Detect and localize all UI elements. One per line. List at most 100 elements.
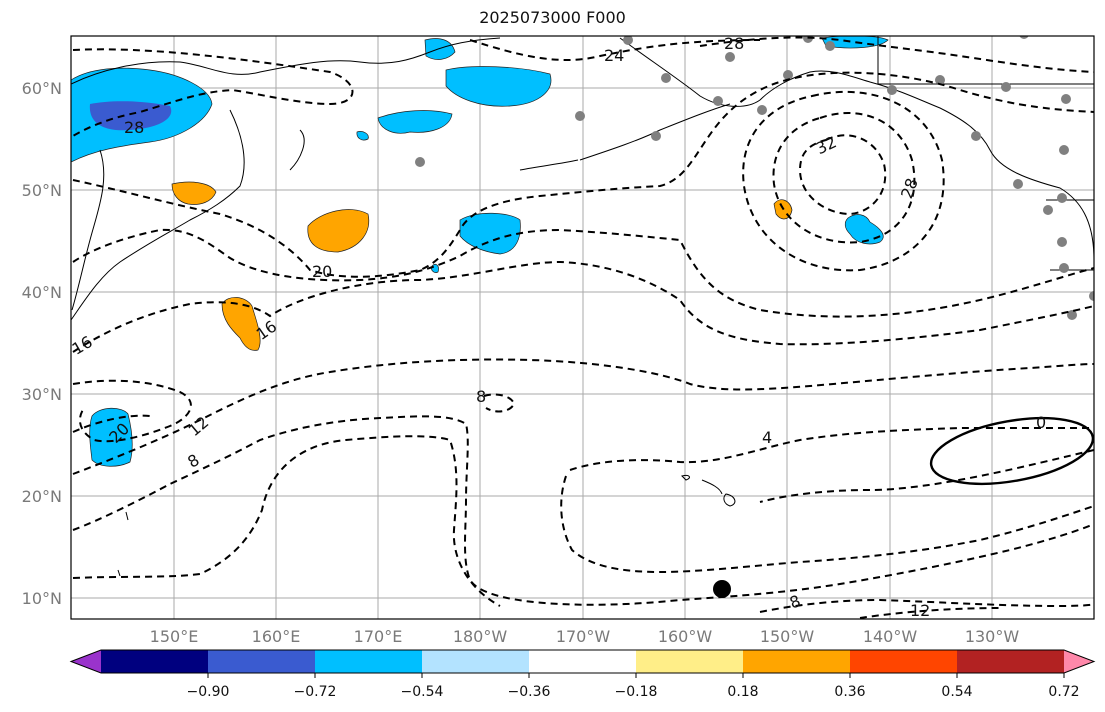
- lat-label: 40°N: [22, 283, 62, 302]
- colorbar-segment: [101, 650, 209, 673]
- station-dot: [757, 105, 767, 115]
- map-title: 2025073000 F000: [479, 8, 626, 27]
- station-dot: [825, 41, 835, 51]
- station-dot: [1043, 205, 1053, 215]
- station-dot: [1089, 291, 1094, 301]
- station-dot: [1001, 82, 1011, 92]
- colorbar-segment: [957, 650, 1065, 673]
- station-dot: [1013, 179, 1023, 189]
- station-dot: [661, 73, 671, 83]
- colorbar-outline: [69, 649, 1096, 674]
- lat-label: 20°N: [22, 487, 62, 506]
- station-markers: [415, 36, 1094, 320]
- contour-line: [72, 435, 501, 607]
- colorbar-tick-label: −0.36: [508, 684, 551, 700]
- station-dot: [1059, 263, 1069, 273]
- contour-line: [72, 414, 151, 433]
- anomaly-patch: [307, 209, 370, 253]
- colorbar-segment: [850, 650, 958, 673]
- colorbar-segment: [208, 650, 316, 673]
- zero-contour: [929, 417, 1094, 485]
- contour-label: 28: [724, 34, 744, 53]
- station-dot: [1019, 36, 1029, 39]
- anomaly-patch: [431, 264, 439, 273]
- lon-label: 170°W: [556, 627, 611, 646]
- station-dot: [935, 75, 945, 85]
- colorbar-segment: [422, 650, 530, 673]
- lon-label: 140°W: [863, 627, 918, 646]
- contour-line: [72, 260, 1094, 353]
- contour-line: [742, 90, 945, 272]
- contour-label: 12: [910, 601, 930, 620]
- lat-label: 50°N: [22, 181, 62, 200]
- lon-label: 150°W: [760, 627, 815, 646]
- contour-line: [759, 598, 1094, 613]
- contour-line: [859, 607, 1001, 619]
- gridlines: [71, 36, 1094, 619]
- contour-label: 20: [312, 262, 332, 281]
- contour-line: [72, 379, 192, 443]
- lon-label: 150°E: [150, 627, 199, 646]
- station-dot: [1059, 145, 1069, 155]
- lon-label: 160°W: [658, 627, 713, 646]
- anomaly-patch: [424, 38, 456, 60]
- coastlines: [71, 36, 1094, 577]
- station-dot: [651, 131, 661, 141]
- colorbar-tick-label: 0.36: [834, 684, 865, 700]
- map-frame: [70, 35, 1095, 620]
- contour-label: 24: [604, 46, 624, 65]
- anomaly-patch: [356, 131, 369, 141]
- colorbar-tick-label: −0.72: [294, 684, 337, 700]
- lat-labels: 60°N 50°N 40°N 30°N 20°N 10°N: [22, 79, 62, 608]
- colorbar-segment: [636, 650, 744, 673]
- lon-labels: 150°E 160°E 170°E 180°W 170°W 160°W 150°…: [150, 627, 1020, 646]
- lat-label: 30°N: [22, 385, 62, 404]
- station-dot: [725, 52, 735, 62]
- station-dot: [575, 111, 585, 121]
- contour-label: 0: [1036, 413, 1046, 432]
- colorbar: −0.90 −0.72 −0.54 −0.36 −0.18 0.18 0.36 0.54 0.7…: [69, 649, 1096, 700]
- contour-line: [72, 48, 354, 137]
- anomaly-patch: [844, 214, 884, 245]
- contour-label: 28: [124, 118, 144, 137]
- colorbar-tick-label: 0.54: [941, 684, 972, 700]
- colorbar-tick-label: −0.54: [401, 684, 444, 700]
- colorbar-tick-label: 0.18: [727, 684, 758, 700]
- contour-line: [560, 475, 1094, 574]
- contours: [72, 36, 1094, 619]
- anomaly-patch: [445, 66, 552, 107]
- anomaly-patch: [171, 181, 217, 205]
- station-dot: [1057, 237, 1067, 247]
- colorbar-extend-min: [71, 650, 101, 673]
- colorbar-tick-label: 0.72: [1048, 684, 1079, 700]
- colorbar-tick-label: −0.18: [615, 684, 658, 700]
- anomaly-patch: [221, 297, 261, 351]
- colorbar-segment: [315, 650, 423, 673]
- station-dot: [887, 85, 897, 95]
- lon-label: 130°W: [965, 627, 1020, 646]
- station-dot: [1057, 193, 1067, 203]
- contour-line: [798, 134, 887, 216]
- colorbar-extend-max: [1064, 650, 1094, 673]
- station-dot: [1067, 310, 1077, 320]
- anomaly-patch: [377, 110, 453, 134]
- colorbar-tick-label: −0.90: [187, 684, 230, 700]
- contour-label: 8: [476, 387, 486, 406]
- contour-line: [72, 358, 1094, 475]
- location-marker: [713, 580, 731, 598]
- colorbar-segment: [743, 650, 851, 673]
- contour-line: [569, 426, 1094, 471]
- lon-label: 180°W: [453, 627, 508, 646]
- lat-label: 10°N: [22, 589, 62, 608]
- contour-line: [699, 36, 1094, 73]
- contour-line: [483, 393, 516, 413]
- lon-label: 160°E: [252, 627, 301, 646]
- contour-label: 4: [762, 428, 772, 447]
- station-dot: [1061, 94, 1071, 104]
- lon-label: 170°E: [354, 627, 403, 646]
- anomaly-patch: [89, 101, 172, 131]
- station-dot: [713, 96, 723, 106]
- colorbar-segment: [529, 650, 637, 673]
- station-dot: [415, 157, 425, 167]
